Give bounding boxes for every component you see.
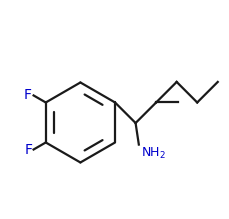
Text: F: F: [25, 143, 32, 157]
Text: NH$_2$: NH$_2$: [140, 146, 165, 161]
Text: F: F: [24, 88, 32, 102]
